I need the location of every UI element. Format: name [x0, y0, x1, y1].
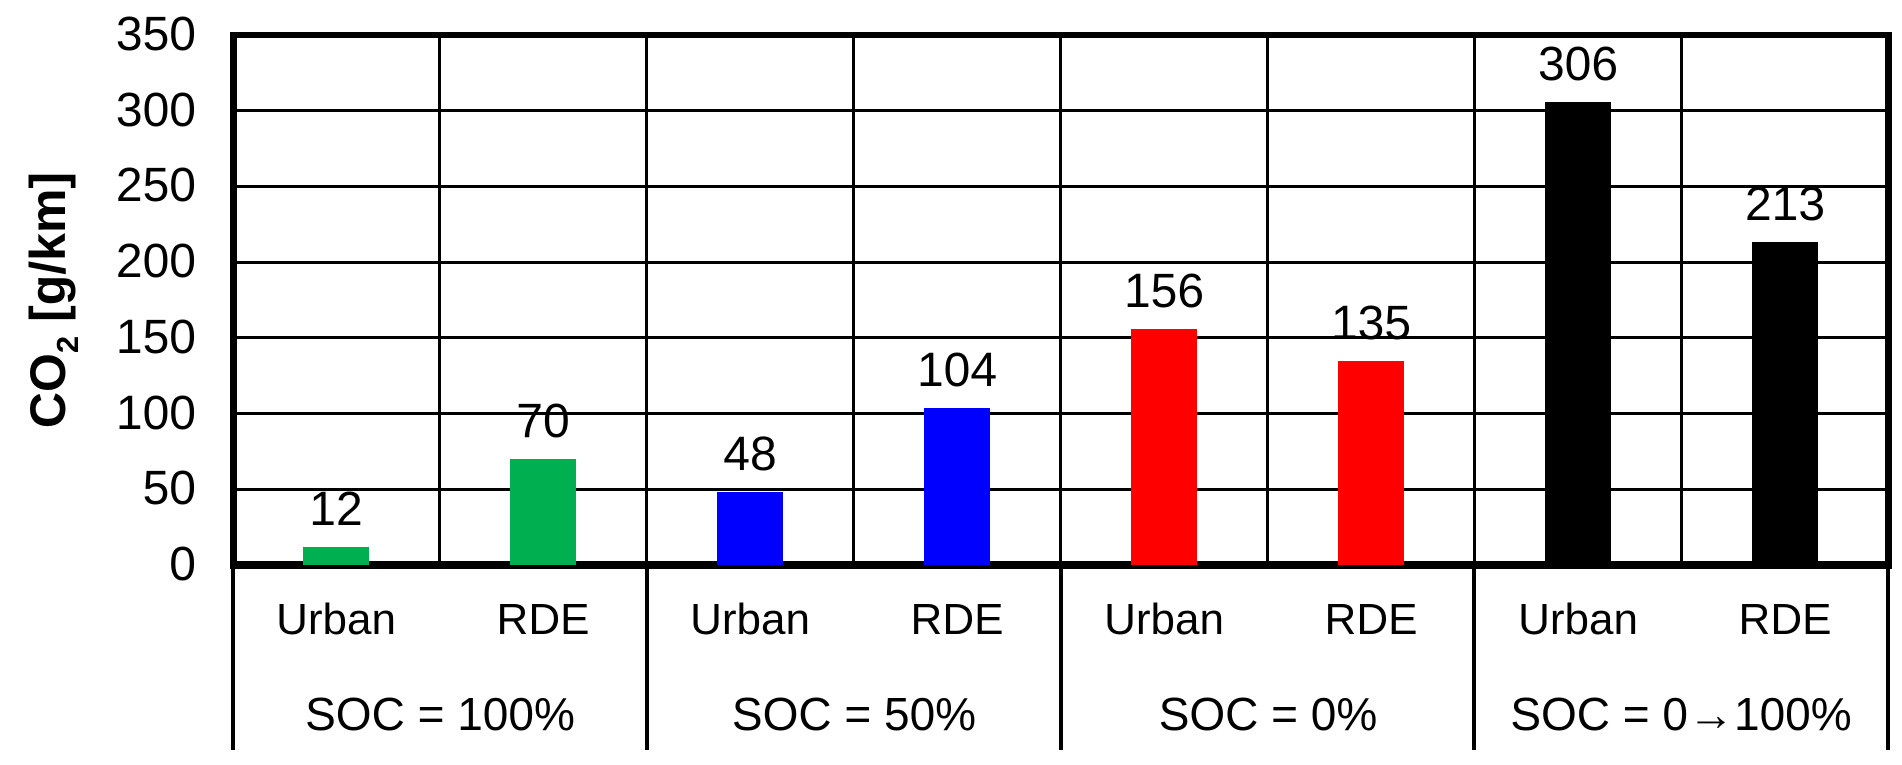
column-separator — [1059, 35, 1062, 565]
bar-value-label: 156 — [1123, 265, 1205, 318]
bar-value-label: 213 — [1744, 178, 1826, 231]
bar-value-label: 104 — [916, 344, 998, 397]
bar — [717, 492, 783, 565]
group-divider — [645, 569, 649, 750]
x-category-label: RDE — [496, 595, 590, 644]
x-group-label: SOC = 50% — [731, 688, 977, 740]
bar — [1545, 102, 1611, 565]
group-divider — [1059, 569, 1063, 750]
x-category-label: Urban — [1104, 595, 1224, 644]
x-group-label: SOC = 0→100% — [1510, 688, 1852, 740]
bar-value-label: 48 — [723, 428, 777, 481]
y-tick-label: 350 — [115, 8, 196, 61]
group-divider — [231, 569, 235, 750]
x-category-label: Urban — [276, 595, 396, 644]
y-tick-label: 300 — [115, 84, 196, 137]
group-divider — [1472, 569, 1476, 750]
x-category-label: RDE — [1324, 595, 1418, 644]
y-tick-label: 250 — [115, 159, 196, 212]
group-divider — [1886, 569, 1890, 750]
column-separator — [438, 35, 441, 565]
x-category-label: RDE — [910, 595, 1004, 644]
column-separator — [1473, 35, 1476, 565]
bar-value-label: 306 — [1537, 38, 1619, 91]
bar — [510, 459, 576, 565]
x-category-label: Urban — [690, 595, 810, 644]
y-tick-label: 200 — [115, 235, 196, 288]
column-separator — [1266, 35, 1269, 565]
y-tick-label: 0 — [169, 538, 196, 591]
x-category-label: Urban — [1518, 595, 1638, 644]
column-separator — [852, 35, 855, 565]
x-group-label: SOC = 100% — [305, 688, 575, 740]
bar — [1338, 361, 1404, 565]
bar-value-label: 135 — [1330, 297, 1412, 350]
plot-border-right — [1885, 32, 1892, 568]
column-separator — [1680, 35, 1683, 565]
plot-border-top — [230, 32, 1892, 38]
bar-value-label: 12 — [309, 483, 363, 536]
x-group-label: SOC = 0% — [1158, 688, 1378, 740]
x-category-label: RDE — [1738, 595, 1832, 644]
x-axis-line — [230, 561, 1892, 569]
y-tick-label: 150 — [115, 311, 196, 364]
column-separator — [645, 35, 648, 565]
y-tick-label: 100 — [115, 387, 196, 440]
bar — [1752, 242, 1818, 565]
plot-border-left — [230, 32, 237, 568]
bar-value-label: 70 — [516, 395, 570, 448]
bar — [303, 547, 369, 565]
y-tick-label: 50 — [142, 462, 196, 515]
bar — [1131, 329, 1197, 565]
bar — [924, 408, 990, 565]
